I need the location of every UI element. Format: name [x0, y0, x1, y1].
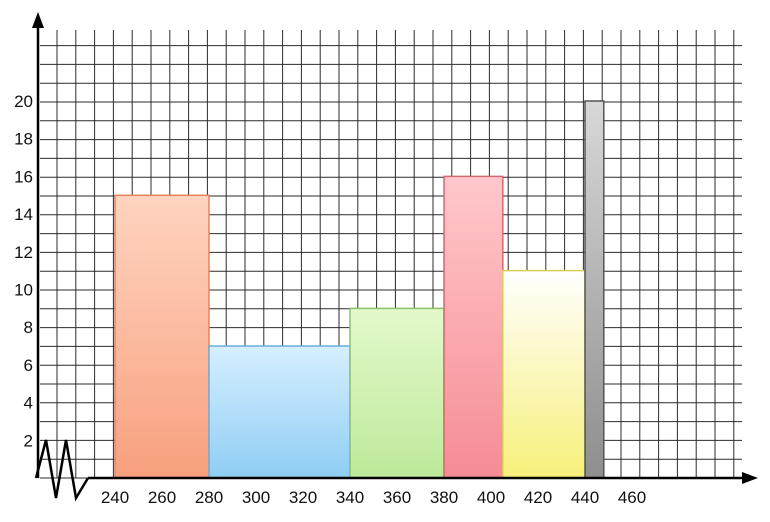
y-tick-label: 14 — [14, 205, 33, 224]
y-tick-label: 4 — [24, 394, 33, 413]
x-tick-label: 420 — [524, 488, 552, 507]
y-tick-label: 20 — [14, 92, 33, 111]
y-axis-arrow-icon — [32, 12, 44, 28]
histogram-bar — [208, 345, 351, 479]
y-tick-labels: 2 4 6 8 10 12 14 16 18 20 — [14, 92, 33, 450]
y-tick-label: 8 — [24, 318, 33, 337]
x-tick-label: 300 — [242, 488, 270, 507]
x-tick-labels: 240 260 280 300 320 340 360 380 400 420 440 460 — [101, 488, 646, 507]
x-tick-label: 440 — [571, 488, 599, 507]
x-tick-label: 380 — [430, 488, 458, 507]
x-tick-label: 260 — [148, 488, 176, 507]
y-tick-label: 10 — [14, 281, 33, 300]
x-tick-label: 360 — [383, 488, 411, 507]
y-tick-label: 12 — [14, 243, 33, 262]
x-tick-label: 460 — [618, 488, 646, 507]
y-tick-label: 18 — [14, 130, 33, 149]
x-tick-label: 340 — [336, 488, 364, 507]
x-tick-label: 240 — [101, 488, 129, 507]
x-tick-label: 320 — [289, 488, 317, 507]
y-tick-label: 16 — [14, 167, 33, 186]
x-tick-label: 280 — [195, 488, 223, 507]
bars — [114, 100, 605, 479]
histogram-bar — [584, 100, 605, 479]
histogram-bar — [349, 307, 445, 479]
y-tick-label: 6 — [24, 356, 33, 375]
histogram-bar — [443, 175, 504, 479]
axis-break-icon — [34, 439, 90, 502]
axes — [32, 12, 758, 502]
x-tick-label: 400 — [477, 488, 505, 507]
histogram-bar — [502, 269, 586, 479]
x-axis-arrow-icon — [742, 472, 758, 484]
y-tick-label: 2 — [24, 431, 33, 450]
histogram-bar — [114, 194, 210, 479]
